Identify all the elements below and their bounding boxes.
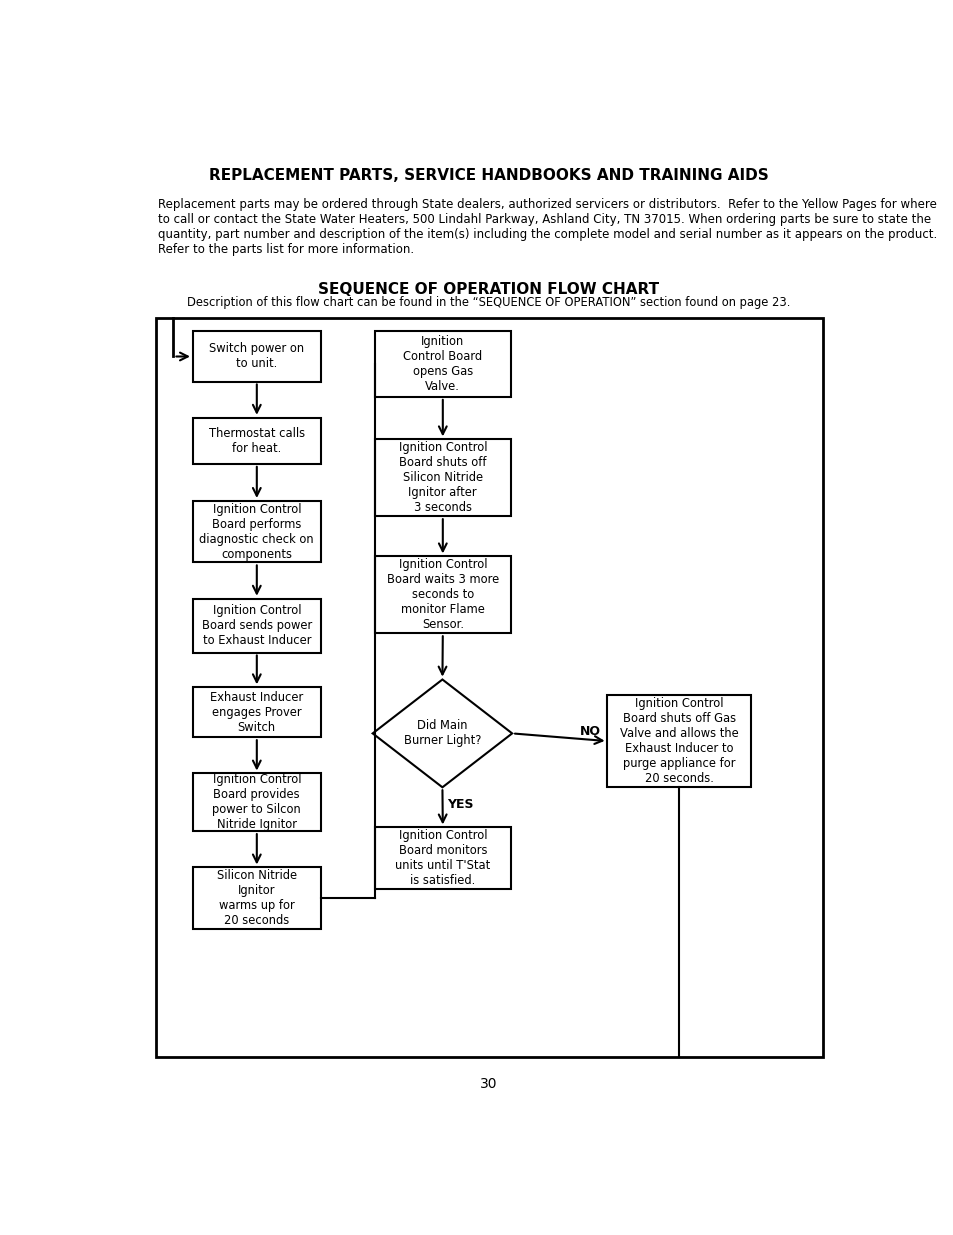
Text: REPLACEMENT PARTS, SERVICE HANDBOOKS AND TRAINING AIDS: REPLACEMENT PARTS, SERVICE HANDBOOKS AND… <box>209 168 768 183</box>
Bar <box>193 773 320 831</box>
Text: Ignition Control
Board waits 3 more
seconds to
monitor Flame
Sensor.: Ignition Control Board waits 3 more seco… <box>386 558 498 631</box>
Polygon shape <box>373 679 512 787</box>
Bar <box>193 331 320 382</box>
Bar <box>193 501 320 562</box>
Text: Ignition Control
Board shuts off
Silicon Nitride
Ignitor after
3 seconds: Ignition Control Board shuts off Silicon… <box>398 441 487 514</box>
Text: NO: NO <box>579 725 600 739</box>
Bar <box>375 556 510 634</box>
Bar <box>375 827 510 889</box>
Bar <box>607 695 750 787</box>
Text: Ignition Control
Board monitors
units until T'Stat
is satisfied.: Ignition Control Board monitors units un… <box>395 829 490 887</box>
Text: Thermostat calls
for heat.: Thermostat calls for heat. <box>209 427 305 454</box>
Text: SEQUENCE OF OPERATION FLOW CHART: SEQUENCE OF OPERATION FLOW CHART <box>318 282 659 296</box>
Text: Ignition Control
Board sends power
to Exhaust Inducer: Ignition Control Board sends power to Ex… <box>201 604 312 647</box>
Text: Exhaust Inducer
engages Prover
Switch: Exhaust Inducer engages Prover Switch <box>210 690 303 734</box>
Text: Replacement parts may be ordered through State dealers, authorized servicers or : Replacement parts may be ordered through… <box>158 199 936 256</box>
Text: Silicon Nitride
Ignitor
warms up for
20 seconds: Silicon Nitride Ignitor warms up for 20 … <box>216 869 296 927</box>
Text: Did Main
Burner Light?: Did Main Burner Light? <box>403 720 480 747</box>
Bar <box>375 331 510 396</box>
Text: YES: YES <box>447 798 473 810</box>
Text: Switch power on
to unit.: Switch power on to unit. <box>209 342 304 370</box>
Text: Ignition Control
Board performs
diagnostic check on
components: Ignition Control Board performs diagnost… <box>199 503 314 561</box>
Bar <box>375 440 510 516</box>
Bar <box>193 867 320 929</box>
Text: Ignition Control
Board shuts off Gas
Valve and allows the
Exhaust Inducer to
pur: Ignition Control Board shuts off Gas Val… <box>619 697 738 785</box>
Bar <box>156 317 822 1057</box>
Bar <box>193 417 320 464</box>
Text: Ignition
Control Board
opens Gas
Valve.: Ignition Control Board opens Gas Valve. <box>403 335 482 393</box>
Text: Description of this flow chart can be found in the “SEQUENCE OF OPERATION” secti: Description of this flow chart can be fo… <box>187 295 790 309</box>
Text: 30: 30 <box>479 1077 497 1091</box>
Bar <box>193 687 320 737</box>
Bar <box>193 599 320 652</box>
Text: Ignition Control
Board provides
power to Silcon
Nitride Ignitor: Ignition Control Board provides power to… <box>213 773 301 831</box>
